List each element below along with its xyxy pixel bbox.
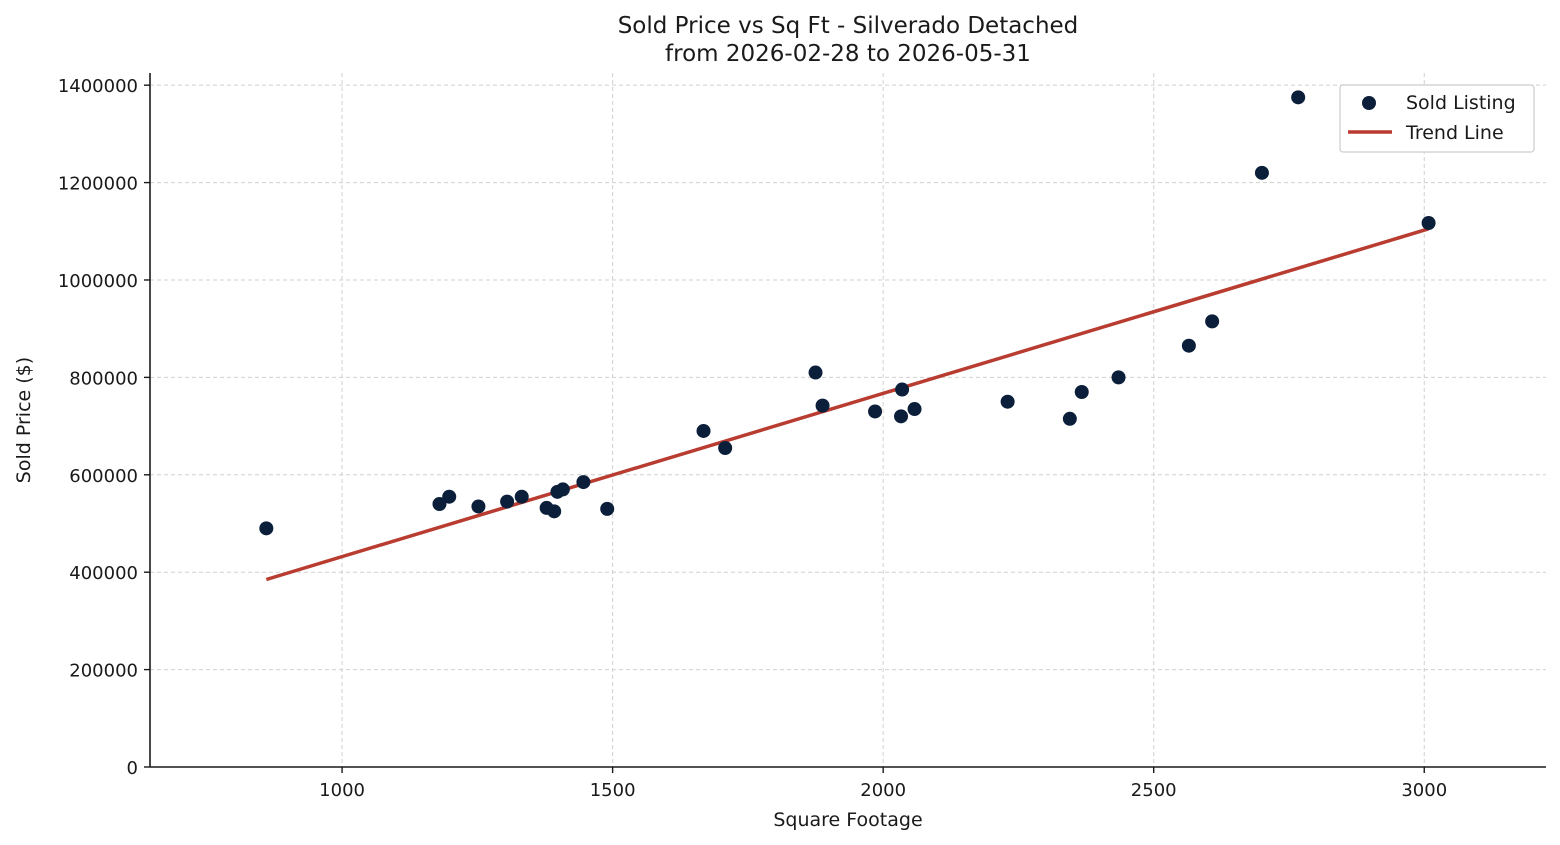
data-point [500,494,515,509]
legend-box [1339,84,1535,153]
y-tick-label: 400000 [69,563,138,584]
legend-label-sold-listing: Sold Listing [1406,92,1516,114]
y-tick-label: 600000 [69,466,138,487]
legend: Sold Listing Trend Line [1339,84,1535,153]
data-point [1062,411,1077,426]
y-tick-label: 1000000 [58,271,138,292]
trend-line-layer [265,227,1430,582]
data-point [432,497,447,512]
data-point [1291,90,1306,105]
x-tick-label: 2000 [860,780,906,801]
legend-label-trend-line: Trend Line [1405,122,1504,144]
x-tick-label: 1000 [319,780,365,801]
data-point [907,402,922,417]
data-point [1111,370,1126,385]
data-point [547,504,562,519]
trend-line [265,227,1430,582]
x-tick-label: 3000 [1401,780,1447,801]
data-point [718,441,733,456]
y-tick-label: 0 [127,758,138,779]
chart-titles: Sold Price vs Sq Ft - Silverado Detached… [618,13,1079,67]
data-point [1181,338,1196,353]
y-tick-label: 800000 [69,368,138,389]
data-point [696,423,711,438]
data-point [894,409,909,424]
data-point [1254,165,1269,180]
data-point [1421,216,1436,231]
data-point [555,482,570,497]
chart-title: Sold Price vs Sq Ft - Silverado Detached [618,13,1079,39]
y-tick-label: 1200000 [58,174,138,195]
data-point [471,499,486,514]
data-point [600,501,615,516]
axes [149,73,1546,768]
data-point [1000,394,1015,409]
data-point [576,475,591,490]
y-axis-ticks: 0 200000 400000 600000 800000 1000000 1200000 1… [58,76,150,779]
data-point [808,365,823,380]
data-points [259,90,1436,536]
x-tick-label: 1500 [590,780,636,801]
data-point [1205,314,1220,329]
x-axis-label: Square Footage [773,809,922,831]
y-tick-label: 200000 [69,661,138,682]
data-point [1074,384,1089,399]
data-point [868,404,883,419]
data-point [442,489,457,504]
y-tick-label: 1400000 [58,76,138,97]
y-axis-label: Sold Price ($) [13,357,35,483]
data-point [259,521,274,536]
data-point [815,398,830,413]
data-point [514,489,529,504]
x-axis-ticks: 1000 1500 2000 2500 3000 [319,767,1447,801]
chart-subtitle: from 2026-02-28 to 2026-05-31 [665,41,1031,67]
gridlines [150,73,1546,767]
legend-marker-sold-listing [1362,96,1376,110]
x-tick-label: 2500 [1131,780,1177,801]
data-point [895,382,910,397]
